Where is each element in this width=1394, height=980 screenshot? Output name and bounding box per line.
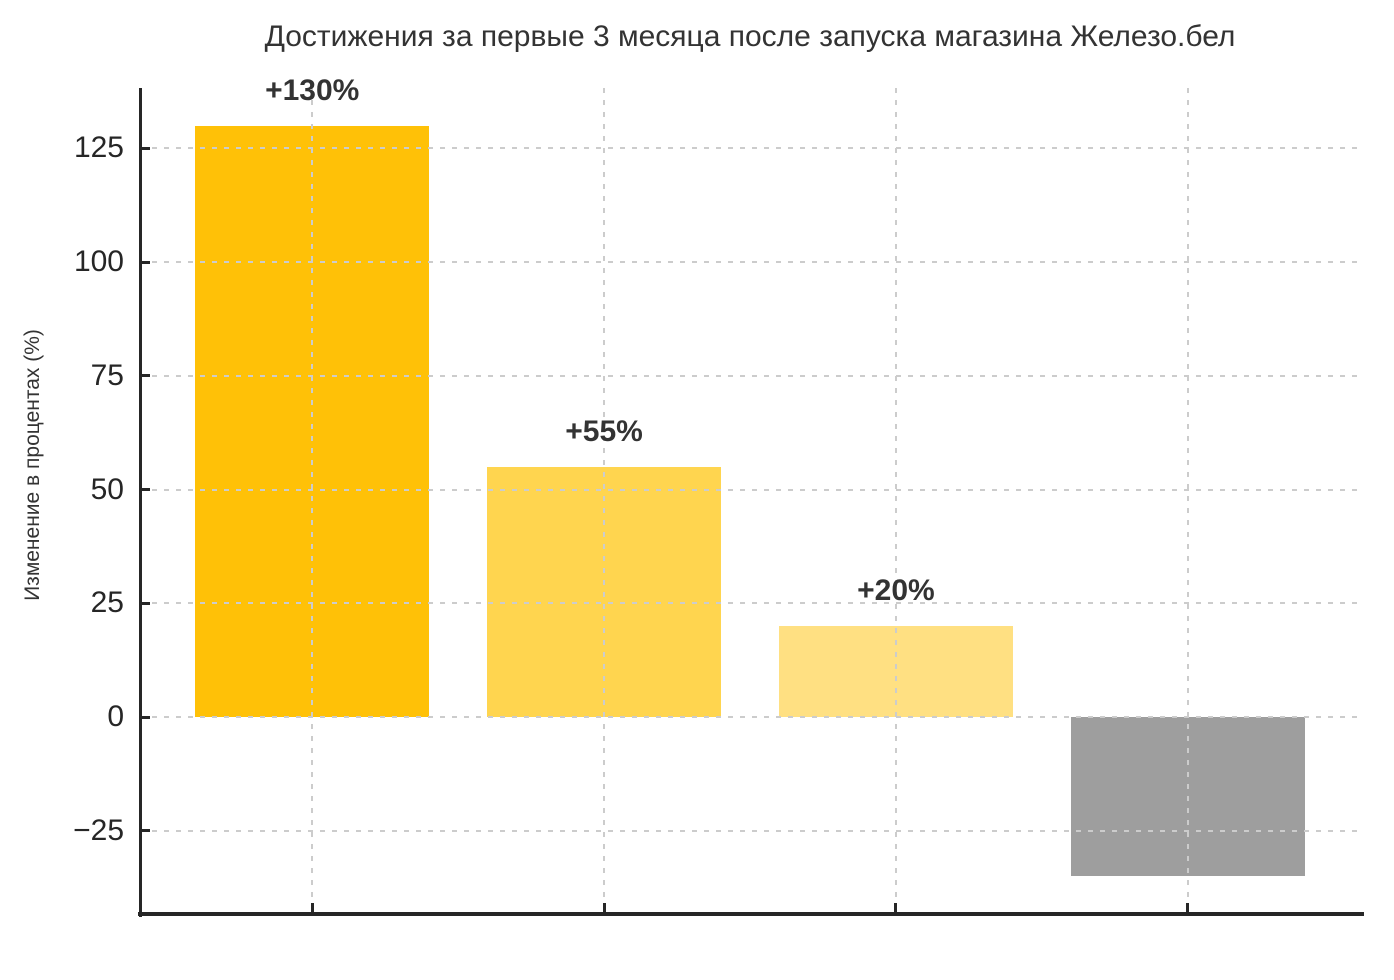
y-axis-label: Изменение в процентах (%)	[21, 329, 44, 601]
y-tick-label: 75	[90, 358, 124, 392]
y-gridline	[140, 716, 1360, 719]
y-axis-tick	[141, 260, 150, 264]
y-gridline	[140, 488, 1360, 491]
x-gridline	[311, 88, 314, 914]
y-axis-tick	[141, 829, 150, 833]
y-gridline	[140, 829, 1360, 832]
plot-area: −250255075100125+130%Конверсия+55%Повтор…	[73, 74, 1364, 917]
y-gridline	[140, 602, 1360, 605]
y-axis-tick	[141, 601, 150, 605]
y-axis-tick	[141, 374, 150, 378]
y-tick-label: −25	[73, 813, 124, 847]
chart-title: Достижения за первые 3 месяца после запу…	[264, 20, 1236, 53]
x-axis-tick	[1186, 903, 1190, 912]
y-tick-label: 125	[73, 131, 124, 165]
bar-value-label: +130%	[265, 73, 360, 107]
y-gridline	[140, 261, 1360, 264]
x-gridline	[1186, 88, 1189, 914]
y-axis-tick	[141, 715, 150, 719]
x-gridline	[603, 88, 606, 914]
y-tick-label: 25	[90, 586, 124, 620]
y-tick-label: 100	[73, 245, 124, 279]
y-tick-label: 50	[90, 472, 124, 506]
bar-value-label: +20%	[857, 574, 935, 608]
y-tick-label: 0	[107, 700, 124, 734]
y-axis-tick	[141, 488, 150, 492]
x-axis-tick	[894, 903, 898, 912]
bar-value-label: +55%	[565, 414, 643, 448]
y-axis-line	[139, 88, 142, 917]
x-axis-tick	[602, 903, 606, 912]
y-axis-tick	[141, 146, 150, 150]
y-gridline	[140, 147, 1360, 150]
x-axis-line	[138, 912, 1364, 916]
x-axis-tick	[310, 903, 314, 912]
x-gridline	[894, 88, 897, 914]
y-gridline	[140, 374, 1360, 377]
